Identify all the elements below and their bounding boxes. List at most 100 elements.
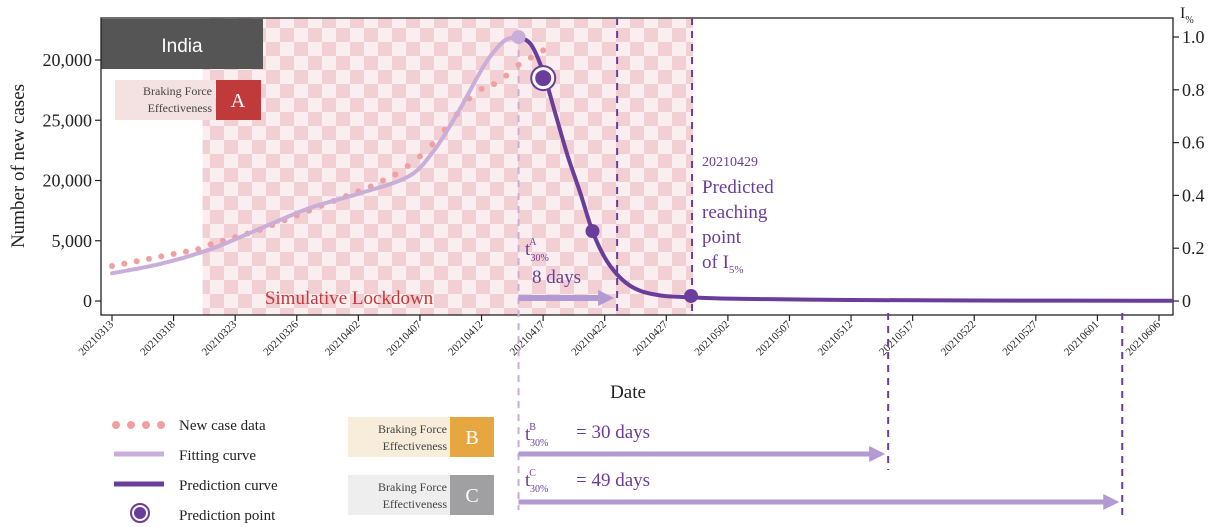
legend-dot <box>142 421 150 429</box>
x-tick-label: 20210407 <box>384 318 424 358</box>
legend-new-case-label: New case data <box>179 418 266 434</box>
x-tick-label: 20210417 <box>508 318 548 358</box>
braking-a-letter: A <box>231 90 246 112</box>
prediction-point <box>535 70 552 87</box>
x-tick-label: 20210601 <box>1062 319 1102 359</box>
braking-b-label-2: Effectiveness <box>383 439 448 453</box>
fitting-curve <box>110 35 521 276</box>
legend-dot <box>127 421 135 429</box>
annotation-line-4: of I5% <box>702 252 744 276</box>
new-case-dot <box>417 153 423 160</box>
x-tick-label: 20210422 <box>569 319 609 359</box>
new-case-dot <box>515 61 522 68</box>
legend: New case data Fitting curve Prediction c… <box>112 418 278 524</box>
new-case-dot <box>133 258 140 265</box>
arrow-a-head <box>598 290 615 306</box>
prediction-point <box>585 224 600 239</box>
new-case-dot <box>158 253 165 260</box>
t30-a-value: 8 days <box>532 267 581 288</box>
dashed-lines <box>517 18 1124 518</box>
x-tick-label: 20210606 <box>1124 318 1164 358</box>
x-tick-label: 20210323 <box>200 318 240 358</box>
braking-box-a: Braking Force Effectiveness A <box>115 80 261 120</box>
braking-box-c: Braking Force Effectiveness C <box>348 475 494 515</box>
x-tick-label: 20210313 <box>77 318 117 358</box>
new-case-dot <box>478 85 485 92</box>
new-case-dot <box>121 260 128 267</box>
arrow-c-head <box>1103 494 1120 510</box>
y-right-tick-label: 1.0 <box>1182 27 1205 47</box>
y-left-tick-label: 20,000 <box>43 171 93 191</box>
plot-frame <box>100 17 1174 316</box>
new-case-dot <box>145 255 152 262</box>
braking-c-letter: C <box>465 485 478 507</box>
t30-a-symbol: tA 30% <box>525 237 549 264</box>
legend-dot <box>157 421 165 429</box>
y-right-title: I% <box>1180 5 1194 26</box>
x-tick-label: 20210318 <box>138 318 178 358</box>
new-case-dot <box>527 54 534 61</box>
braking-a-label-1: Braking Force <box>143 84 212 98</box>
new-case-dot <box>170 251 177 258</box>
y-left-tick-label: 0 <box>83 291 92 311</box>
t30-b-symbol: tB 30% <box>525 422 548 449</box>
legend-new-case: New case data <box>112 418 266 434</box>
peak-point <box>511 30 526 45</box>
new-case-dot <box>392 171 399 178</box>
t30-a-annotation: tA 30% 8 days <box>525 237 581 288</box>
y-left-title: Number of new cases <box>8 84 29 248</box>
legend-point: Prediction point <box>130 503 276 524</box>
new-case-dot <box>182 248 189 255</box>
y-right-tick-label: 0.6 <box>1182 133 1205 153</box>
x-tick-label: 20210527 <box>1000 318 1040 358</box>
braking-c-label-2: Effectiveness <box>383 497 448 511</box>
x-tick-label: 20210412 <box>446 319 486 359</box>
prediction-curve <box>516 35 1173 303</box>
new-case-dot <box>195 246 202 253</box>
x-tick-label: 20210517 <box>877 318 917 358</box>
new-case-dot <box>429 141 436 148</box>
y-left-tick-label: 5,000 <box>52 231 93 251</box>
y-right-tick-label: 0.8 <box>1182 80 1205 100</box>
x-tick-label: 20210502 <box>692 319 732 359</box>
braking-box-b: Braking Force Effectiveness B <box>348 417 494 457</box>
new-case-dot <box>207 241 214 248</box>
country-box <box>101 19 263 69</box>
new-case-dot <box>490 81 497 88</box>
y-right-tick-label: 0.4 <box>1182 185 1205 205</box>
y-right-axis: 0 0.2 0.4 0.6 0.8 1.0 <box>1173 27 1205 311</box>
braking-a-label-2: Effectiveness <box>148 101 213 115</box>
t30-b-value: = 30 days <box>576 422 650 443</box>
braking-c-label-1: Braking Force <box>378 480 447 494</box>
y-right-tick-label: 0.2 <box>1182 238 1205 258</box>
new-case-dot <box>503 72 510 79</box>
x-title: Date <box>610 382 646 403</box>
t30-c-value: = 49 days <box>576 470 650 491</box>
annotation-date: 20210429 <box>702 155 758 170</box>
legend-fitting-label: Fitting curve <box>179 448 256 464</box>
x-tick-label: 20210507 <box>754 318 794 358</box>
x-tick-label: 20210427 <box>631 318 671 358</box>
y-left-axis: 0 5,000 20,000 25,000 20,000 <box>43 50 101 311</box>
arrow-b-head <box>869 446 886 462</box>
lockdown-region <box>202 18 694 315</box>
t30-c-annotation: tC 30% = 49 days <box>525 468 650 495</box>
t30-c-symbol: tC 30% <box>525 468 548 495</box>
legend-prediction-label: Prediction curve <box>179 478 278 494</box>
t30-b-annotation: tB 30% = 30 days <box>525 422 650 449</box>
new-case-dot <box>540 47 547 54</box>
annotation-line-1: Predicted <box>702 177 774 198</box>
prediction-point <box>684 288 699 303</box>
annotation-line-3: point <box>702 227 742 248</box>
new-case-dot <box>404 163 411 170</box>
legend-dot <box>112 421 120 429</box>
new-case-dot <box>109 263 115 270</box>
legend-point-label: Prediction point <box>179 508 276 524</box>
country-label: India <box>161 36 203 57</box>
y-left-tick-label: 25,000 <box>43 110 93 130</box>
prediction-annotation: 20210429 Predicted reaching point of I5% <box>702 155 774 276</box>
x-tick-label: 20210522 <box>939 319 979 359</box>
braking-b-label-1: Braking Force <box>378 422 447 436</box>
y-right-tick-label: 0 <box>1182 291 1191 311</box>
